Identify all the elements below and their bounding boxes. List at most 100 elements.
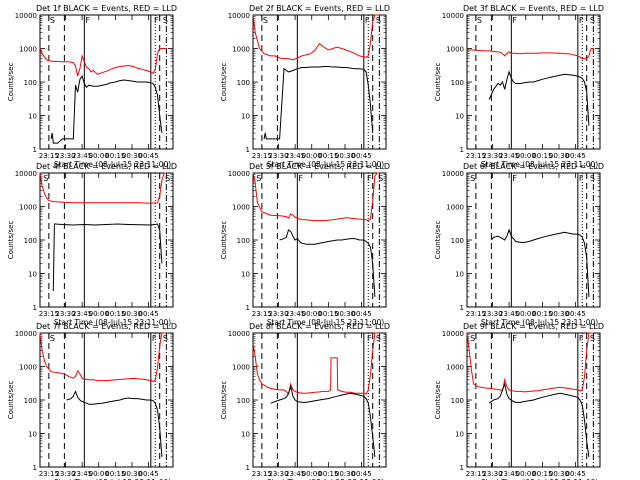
y-tick-label: 10 xyxy=(455,271,464,279)
y-tick-label: 10 xyxy=(241,113,250,121)
y-tick-label: 10 xyxy=(28,271,37,279)
series-lld-line xyxy=(39,332,167,382)
marker-label: S xyxy=(376,334,381,343)
y-tick-label: 1000 xyxy=(446,204,464,212)
x-axis-label: Start Time (08-Jul-15 23:11:00) xyxy=(481,160,598,169)
x-axis-label: Start Time (08-Jul-15 23:11:00) xyxy=(54,478,171,480)
series-lld-line xyxy=(252,332,380,396)
y-tick-label: 100 xyxy=(237,397,250,405)
x-tick-label: 23:30 xyxy=(55,152,75,160)
y-tick-label: 1000 xyxy=(19,364,37,372)
x-tick-label: 00:00 xyxy=(302,310,322,318)
axis-frame xyxy=(39,172,174,308)
x-axis-label: Start Time (08-Jul-15 23:11:00) xyxy=(481,318,598,327)
y-tick-label: 10000 xyxy=(442,330,464,338)
y-axis-label: Counts/sec xyxy=(220,221,228,260)
marker-label: F xyxy=(154,16,159,25)
x-tick-label: 23:30 xyxy=(268,152,288,160)
y-tick-label: 10000 xyxy=(228,170,250,178)
y-tick-label: 10000 xyxy=(442,12,464,20)
x-axis-label: Start Time (08-Jul-15 23:11:00) xyxy=(267,318,384,327)
y-tick-label: 100 xyxy=(24,237,37,245)
panel-det-4: Det 4f BLACK = Events, RED = LLD 1 10 100 10… xyxy=(7,162,177,327)
series-lld-line xyxy=(252,172,380,222)
series-events-line xyxy=(491,228,590,297)
x-tick-label: 00:45 xyxy=(352,152,372,160)
panel-title: Det 6f BLACK = Events, RED = LLD xyxy=(463,162,604,171)
marker-label: S xyxy=(43,174,48,183)
series-events-line xyxy=(270,384,376,457)
y-tick-label: 10000 xyxy=(228,12,250,20)
panel-title: Det 2f BLACK = Events, RED = LLD xyxy=(249,4,390,13)
marker-label: S xyxy=(590,16,595,25)
x-tick-label: 23:15 xyxy=(39,310,59,318)
panel-det-8: Det 8f BLACK = Events, RED = LLD 1 10 100 10… xyxy=(220,322,390,480)
y-axis-label: Counts/sec xyxy=(434,221,442,260)
marker-label: F xyxy=(365,16,370,25)
x-tick-label: 00:00 xyxy=(89,470,109,478)
y-axis-label: Counts/sec xyxy=(434,381,442,420)
x-tick-label: 00:15 xyxy=(318,470,338,478)
series-lld-line xyxy=(466,332,594,393)
x-tick-label: 00:30 xyxy=(335,470,355,478)
y-axis-label: Counts/sec xyxy=(7,63,15,102)
x-tick-label: 00:45 xyxy=(566,470,586,478)
panel-det-2: Det 2f BLACK = Events, RED = LLD 1 10 100 10… xyxy=(220,4,390,169)
y-tick-label: 100 xyxy=(24,79,37,87)
marker-label: F xyxy=(512,16,517,25)
x-tick-label: 23:15 xyxy=(252,310,272,318)
y-tick-label: 100 xyxy=(451,237,464,245)
y-tick-label: 1000 xyxy=(232,46,250,54)
panel-det-6: Det 6f BLACK = Events, RED = LLD 1 10 100 10… xyxy=(434,162,604,327)
x-tick-label: 00:00 xyxy=(516,152,536,160)
y-tick-label: 1 xyxy=(460,464,464,472)
x-tick-label: 00:15 xyxy=(318,310,338,318)
x-tick-label: 23:15 xyxy=(466,152,486,160)
y-tick-label: 1000 xyxy=(232,364,250,372)
y-tick-label: 10 xyxy=(28,431,37,439)
x-tick-label: 00:30 xyxy=(335,310,355,318)
marker-label: S xyxy=(378,174,383,183)
series-events-line xyxy=(66,390,163,457)
x-tick-label: 00:45 xyxy=(352,470,372,478)
series-events-line xyxy=(50,74,163,144)
y-tick-label: 1000 xyxy=(19,46,37,54)
y-tick-label: 10000 xyxy=(15,330,37,338)
panel-title: Det 9f BLACK = Events, RED = LLD xyxy=(463,322,604,331)
y-tick-label: 1000 xyxy=(446,46,464,54)
x-tick-label: 00:30 xyxy=(122,470,142,478)
x-tick-label: 00:15 xyxy=(532,470,552,478)
marker-label: S xyxy=(263,16,268,25)
x-tick-label: 23:30 xyxy=(482,152,502,160)
panel-det-7: Det 7f BLACK = Events, RED = LLD 1 10 100 10… xyxy=(7,322,177,480)
marker-label: S xyxy=(590,174,595,183)
series-events-line xyxy=(263,66,374,140)
series-events-line xyxy=(52,223,163,292)
y-tick-label: 100 xyxy=(237,237,250,245)
x-tick-label: 00:00 xyxy=(302,470,322,478)
x-tick-label: 23:45 xyxy=(499,310,519,318)
x-tick-label: 23:45 xyxy=(285,152,305,160)
x-tick-label: 00:45 xyxy=(566,310,586,318)
panel-title: Det 3f BLACK = Events, RED = LLD xyxy=(463,4,604,13)
x-tick-label: 23:30 xyxy=(55,310,75,318)
x-tick-label: 00:15 xyxy=(532,152,552,160)
panel-title: Det 5f BLACK = Events, RED = LLD xyxy=(249,162,390,171)
x-tick-label: 00:30 xyxy=(549,152,569,160)
y-tick-label: 1 xyxy=(33,304,37,312)
x-tick-label: 00:00 xyxy=(302,152,322,160)
marker-label: S xyxy=(590,334,595,343)
axis-frame xyxy=(39,14,174,150)
marker-label: S xyxy=(470,334,475,343)
x-tick-label: 23:15 xyxy=(39,470,59,478)
x-tick-label: 00:30 xyxy=(335,152,355,160)
y-tick-label: 100 xyxy=(451,397,464,405)
marker-label: S xyxy=(477,16,482,25)
y-tick-label: 10 xyxy=(28,113,37,121)
x-tick-label: 23:45 xyxy=(72,152,92,160)
series-lld-line xyxy=(466,48,594,60)
axis-frame xyxy=(252,172,387,308)
y-tick-label: 10000 xyxy=(228,330,250,338)
y-tick-label: 1 xyxy=(33,146,37,154)
x-tick-label: 23:45 xyxy=(499,470,519,478)
